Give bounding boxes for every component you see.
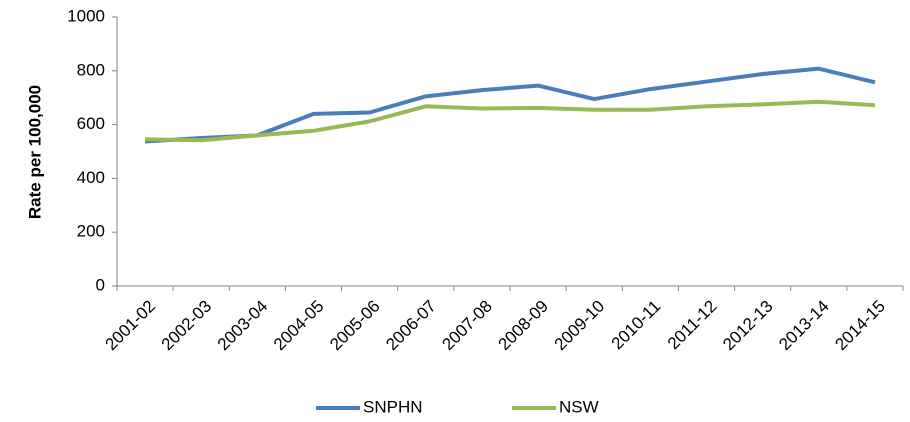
- x-tick-label: 2006-07: [382, 297, 440, 355]
- y-tick-label: 1000: [67, 6, 105, 25]
- x-tick-label: 2010-11: [608, 297, 665, 354]
- x-tick-label: 2005-06: [326, 297, 384, 355]
- series-line: [144, 66, 876, 144]
- x-tick-label: 2002-03: [158, 297, 216, 355]
- x-tick-label: 2012-13: [719, 297, 777, 355]
- series-line: [145, 99, 876, 143]
- y-axis-label: Rate per 100,000: [25, 85, 44, 219]
- legend-label: SNPHN: [363, 397, 423, 416]
- y-tick-label: 400: [77, 168, 105, 187]
- legend-label: NSW: [559, 397, 599, 416]
- y-tick-label: 0: [96, 275, 105, 294]
- y-tick-label: 600: [77, 114, 105, 133]
- y-tick-label: 800: [77, 60, 105, 79]
- x-tick-label: 2009-10: [551, 297, 609, 355]
- x-tick-label: 2001-02: [102, 297, 160, 355]
- x-tick-label: 2011-12: [664, 297, 721, 354]
- x-tick-label: 2003-04: [214, 297, 272, 355]
- x-tick-label: 2007-08: [438, 297, 496, 355]
- y-tick-label: 200: [77, 222, 105, 241]
- x-tick-label: 2014-15: [831, 297, 889, 355]
- x-tick-label: 2004-05: [270, 297, 328, 355]
- x-tick-label: 2013-14: [775, 297, 833, 355]
- x-tick-label: 2008-09: [495, 297, 553, 355]
